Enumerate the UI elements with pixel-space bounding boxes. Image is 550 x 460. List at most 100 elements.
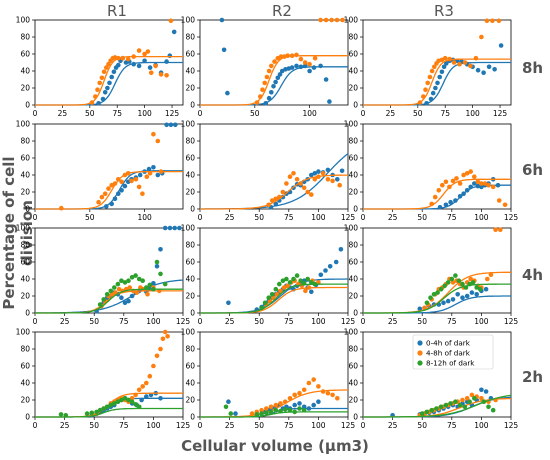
fit-line-8-12h-of-dark — [363, 283, 511, 314]
data-point-0-4h-of-dark — [486, 64, 492, 70]
data-point-0-4h-of-dark — [333, 259, 339, 265]
y-tick-label: 80 — [348, 345, 358, 354]
data-point-4-8h-of-dark — [496, 18, 502, 24]
data-point-4-8h-of-dark — [136, 387, 142, 393]
data-point-8-12h-of-dark — [158, 271, 163, 277]
legend-marker — [417, 350, 423, 356]
data-point-0-4h-of-dark — [122, 300, 128, 306]
data-point-4-8h-of-dark — [440, 182, 445, 188]
data-point-8-12h-of-dark — [115, 399, 121, 405]
data-point-0-4h-of-dark — [177, 225, 182, 231]
data-point-4-8h-of-dark — [136, 184, 142, 190]
data-point-4-8h-of-dark — [417, 100, 423, 105]
data-point-4-8h-of-dark — [447, 184, 452, 190]
data-point-4-8h-of-dark — [464, 396, 470, 401]
data-point-8-12h-of-dark — [453, 273, 458, 278]
y-tick-label: 40 — [20, 379, 30, 388]
data-point-4-8h-of-dark — [266, 68, 272, 74]
data-point-4-8h-of-dark — [450, 178, 456, 184]
data-point-4-8h-of-dark — [316, 384, 321, 389]
data-point-4-8h-of-dark — [468, 169, 474, 174]
data-point-4-8h-of-dark — [99, 75, 105, 81]
data-point-8-12h-of-dark — [136, 276, 142, 282]
data-point-4-8h-of-dark — [268, 404, 274, 410]
y-tick-label: 20 — [185, 188, 195, 197]
x-tick-label: 125 — [341, 317, 356, 326]
fit-line-8-12h-of-dark — [35, 407, 183, 418]
data-point-8-12h-of-dark — [259, 305, 264, 311]
data-point-8-12h-of-dark — [434, 406, 439, 411]
panel-r2-6h: 0 20 40 60 80 100 0 25 50 75 100 125 — [181, 120, 356, 223]
data-point-4-8h-of-dark — [144, 380, 149, 386]
data-point-4-8h-of-dark — [468, 63, 473, 69]
data-point-4-8h-of-dark — [259, 407, 264, 413]
data-point-4-8h-of-dark — [116, 177, 121, 182]
data-point-8-12h-of-dark — [287, 280, 293, 285]
data-point-8-12h-of-dark — [490, 407, 496, 413]
data-point-4-8h-of-dark — [484, 18, 490, 24]
y-tick-label: 80 — [185, 241, 195, 250]
data-point-8-12h-of-dark — [448, 401, 453, 406]
data-point-8-12h-of-dark — [467, 281, 472, 287]
data-point-0-4h-of-dark — [492, 67, 497, 72]
data-point-4-8h-of-dark — [154, 353, 160, 359]
data-point-8-12h-of-dark — [104, 292, 110, 297]
data-point-0-4h-of-dark — [464, 293, 470, 299]
data-point-0-4h-of-dark — [104, 204, 109, 209]
data-point-0-4h-of-dark — [122, 183, 128, 189]
data-point-4-8h-of-dark — [147, 171, 153, 176]
data-point-4-8h-of-dark — [457, 61, 462, 67]
x-tick-label: 25 — [225, 421, 235, 430]
data-point-8-12h-of-dark — [463, 285, 469, 290]
data-point-4-8h-of-dark — [116, 286, 122, 292]
panel-r2-4h: 0 20 40 60 80 100 0 25 50 75 100 125 — [181, 224, 356, 327]
x-tick-label: 100 — [311, 317, 326, 326]
data-point-0-4h-of-dark — [301, 404, 307, 410]
data-point-0-4h-of-dark — [172, 225, 177, 231]
data-point-8-12h-of-dark — [104, 404, 110, 410]
data-point-8-12h-of-dark — [268, 409, 274, 415]
data-point-0-4h-of-dark — [158, 247, 163, 252]
y-tick-label: 0 — [190, 413, 195, 422]
data-point-4-8h-of-dark — [306, 380, 312, 386]
data-point-8-12h-of-dark — [89, 410, 95, 416]
data-point-0-4h-of-dark — [298, 64, 304, 70]
data-point-4-8h-of-dark — [289, 53, 295, 58]
data-point-8-12h-of-dark — [424, 300, 430, 306]
fit-line-8-12h-of-dark — [200, 283, 348, 314]
data-point-4-8h-of-dark — [318, 17, 323, 23]
data-point-0-4h-of-dark — [292, 402, 298, 408]
data-point-0-4h-of-dark — [483, 389, 489, 394]
y-tick-label: 80 — [348, 33, 358, 42]
data-point-0-4h-of-dark — [164, 122, 169, 128]
data-point-4-8h-of-dark — [292, 392, 298, 398]
y-tick-label: 100 — [16, 16, 31, 25]
data-point-4-8h-of-dark — [496, 198, 502, 203]
y-tick-label: 40 — [185, 171, 195, 180]
y-tick-label: 40 — [348, 379, 358, 388]
data-point-4-8h-of-dark — [340, 17, 345, 23]
y-tick-label: 0 — [25, 101, 30, 110]
data-point-4-8h-of-dark — [298, 56, 304, 62]
y-tick-label: 0 — [25, 205, 30, 214]
legend-label: 8-12h of dark — [426, 359, 475, 368]
data-point-4-8h-of-dark — [129, 396, 135, 401]
data-point-4-8h-of-dark — [151, 131, 156, 137]
data-point-4-8h-of-dark — [119, 179, 124, 185]
legend-marker — [417, 360, 423, 366]
data-point-0-4h-of-dark — [498, 43, 504, 48]
data-point-4-8h-of-dark — [320, 389, 326, 394]
fit-line-4-8h-of-dark — [35, 55, 183, 106]
data-point-8-12h-of-dark — [108, 402, 114, 408]
data-point-8-12h-of-dark — [140, 278, 145, 284]
panel-r1-4h: 0 20 40 60 80 100 0 25 50 75 100 125 — [16, 224, 191, 327]
data-point-0-4h-of-dark — [439, 69, 445, 75]
data-point-4-8h-of-dark — [158, 346, 163, 352]
data-point-0-4h-of-dark — [139, 397, 144, 403]
data-point-4-8h-of-dark — [151, 363, 156, 369]
x-tick-label: 0 — [33, 317, 38, 326]
y-tick-label: 20 — [185, 396, 195, 405]
data-point-8-12h-of-dark — [264, 410, 269, 416]
data-point-4-8h-of-dark — [93, 94, 98, 99]
